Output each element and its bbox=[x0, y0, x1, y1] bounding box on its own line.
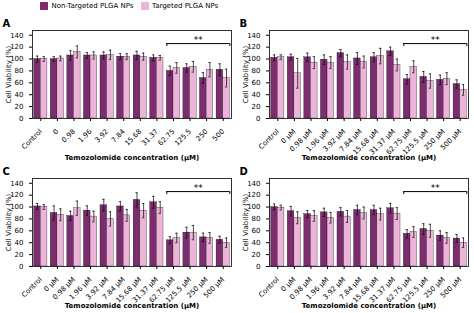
svg-text:1.96 μM: 1.96 μM bbox=[304, 127, 331, 154]
svg-text:120: 120 bbox=[247, 43, 261, 52]
svg-text:31.37 μM: 31.37 μM bbox=[368, 127, 397, 157]
svg-text:**: ** bbox=[431, 183, 441, 193]
svg-text:Temozolomide concentration (μM: Temozolomide concentration (μM) bbox=[65, 154, 200, 162]
svg-text:7.84 μM: 7.84 μM bbox=[338, 275, 364, 302]
svg-text:Cell Viability (%): Cell Viability (%) bbox=[5, 193, 13, 251]
svg-text:100: 100 bbox=[10, 55, 24, 64]
svg-text:1.96: 1.96 bbox=[77, 127, 94, 144]
svg-text:Cell Viability (%): Cell Viability (%) bbox=[242, 193, 250, 251]
svg-text:20: 20 bbox=[15, 103, 24, 111]
svg-text:Control: Control bbox=[257, 276, 281, 300]
svg-text:Temozolomide concentration (μM: Temozolomide concentration (μM) bbox=[302, 154, 437, 162]
svg-text:Control: Control bbox=[20, 276, 44, 300]
svg-text:40: 40 bbox=[15, 91, 24, 99]
svg-text:125.5 μM: 125.5 μM bbox=[401, 127, 430, 157]
svg-text:C: C bbox=[3, 166, 10, 177]
svg-text:1.96 μM: 1.96 μM bbox=[67, 275, 94, 302]
svg-text:D: D bbox=[240, 166, 248, 177]
svg-text:20: 20 bbox=[15, 251, 24, 259]
svg-text:62.75: 62.75 bbox=[157, 128, 177, 148]
svg-text:0.98 μM: 0.98 μM bbox=[51, 275, 77, 302]
svg-text:15.68 μM: 15.68 μM bbox=[351, 127, 381, 157]
svg-text:80: 80 bbox=[252, 67, 261, 75]
svg-text:125.5 μM: 125.5 μM bbox=[164, 275, 193, 305]
svg-text:125.5 μM: 125.5 μM bbox=[401, 275, 430, 305]
svg-text:15.68 μM: 15.68 μM bbox=[114, 275, 144, 305]
svg-text:120: 120 bbox=[10, 191, 24, 200]
svg-text:A: A bbox=[3, 18, 11, 29]
svg-text:250 μM: 250 μM bbox=[422, 127, 447, 152]
svg-text:40: 40 bbox=[252, 91, 261, 99]
svg-text:3.92 μM: 3.92 μM bbox=[321, 275, 348, 302]
svg-text:**: ** bbox=[194, 183, 204, 193]
svg-text:62.75 μM: 62.75 μM bbox=[147, 275, 177, 305]
html-text:Targeted PLGA NPs: Targeted PLGA NPs bbox=[152, 2, 219, 11]
svg-text:80: 80 bbox=[15, 215, 24, 223]
svg-text:0.98 μM: 0.98 μM bbox=[288, 127, 314, 154]
svg-text:Temozolomide concentration (μM: Temozolomide concentration (μM) bbox=[65, 302, 200, 310]
svg-text:**: ** bbox=[431, 35, 441, 45]
svg-text:31.37 μM: 31.37 μM bbox=[368, 275, 397, 305]
svg-text:15.68: 15.68 bbox=[123, 128, 143, 148]
svg-text:0: 0 bbox=[52, 128, 61, 137]
svg-text:140: 140 bbox=[10, 31, 23, 39]
svg-text:0.98: 0.98 bbox=[60, 128, 77, 145]
svg-text:31.37: 31.37 bbox=[140, 128, 160, 148]
svg-text:250 μM: 250 μM bbox=[422, 275, 447, 300]
svg-text:20: 20 bbox=[252, 251, 261, 259]
svg-text:125.5: 125.5 bbox=[173, 128, 193, 148]
svg-text:20: 20 bbox=[252, 103, 261, 111]
svg-text:0 μM: 0 μM bbox=[279, 127, 298, 146]
svg-text:40: 40 bbox=[252, 239, 261, 247]
svg-text:0: 0 bbox=[256, 263, 260, 271]
svg-text:120: 120 bbox=[10, 43, 24, 52]
svg-text:B: B bbox=[240, 18, 248, 29]
svg-text:Control: Control bbox=[20, 128, 44, 152]
svg-text:15.68 μM: 15.68 μM bbox=[351, 275, 381, 305]
svg-text:7.84 μM: 7.84 μM bbox=[101, 275, 127, 302]
svg-text:60: 60 bbox=[15, 79, 24, 87]
svg-text:100: 100 bbox=[247, 203, 261, 212]
svg-text:7.84: 7.84 bbox=[110, 127, 127, 145]
svg-text:140: 140 bbox=[247, 31, 260, 39]
svg-text:250: 250 bbox=[195, 128, 210, 143]
svg-text:40: 40 bbox=[15, 239, 24, 247]
svg-text:1.96 μM: 1.96 μM bbox=[304, 275, 331, 302]
svg-text:31.37 μM: 31.37 μM bbox=[131, 275, 160, 305]
svg-text:140: 140 bbox=[10, 179, 23, 187]
svg-text:0 μM: 0 μM bbox=[42, 275, 61, 294]
svg-text:Temozolomide concentration (μM: Temozolomide concentration (μM) bbox=[302, 302, 437, 310]
svg-text:0: 0 bbox=[256, 115, 260, 123]
svg-text:0: 0 bbox=[19, 263, 23, 271]
svg-text:500 μM: 500 μM bbox=[202, 276, 226, 300]
svg-text:62.75 μM: 62.75 μM bbox=[384, 127, 414, 157]
svg-text:60: 60 bbox=[15, 227, 24, 235]
svg-text:**: ** bbox=[194, 35, 204, 45]
svg-text:0: 0 bbox=[19, 115, 23, 123]
svg-text:3.92 μM: 3.92 μM bbox=[84, 275, 111, 302]
svg-text:500: 500 bbox=[211, 128, 226, 143]
html-text:Non-Targeted PLGA NPs: Non-Targeted PLGA NPs bbox=[51, 2, 134, 11]
svg-text:62.75 μM: 62.75 μM bbox=[384, 275, 414, 305]
svg-text:60: 60 bbox=[252, 227, 261, 235]
svg-text:3.92: 3.92 bbox=[93, 128, 110, 145]
svg-text:0.98 μM: 0.98 μM bbox=[288, 275, 314, 302]
svg-text:60: 60 bbox=[252, 79, 261, 87]
svg-text:7.84 μM: 7.84 μM bbox=[338, 127, 364, 154]
svg-text:80: 80 bbox=[252, 215, 261, 223]
svg-text:120: 120 bbox=[247, 191, 261, 200]
svg-text:250 μM: 250 μM bbox=[185, 275, 210, 300]
svg-text:100: 100 bbox=[247, 55, 261, 64]
svg-text:3.92 μM: 3.92 μM bbox=[321, 127, 348, 154]
svg-text:500 μM: 500 μM bbox=[439, 128, 463, 152]
svg-text:140: 140 bbox=[247, 179, 260, 187]
svg-text:Cell Viability (%): Cell Viability (%) bbox=[242, 45, 250, 103]
svg-text:500 μM: 500 μM bbox=[439, 276, 463, 300]
svg-text:Cell Viability (%): Cell Viability (%) bbox=[5, 45, 13, 103]
svg-text:100: 100 bbox=[10, 203, 24, 212]
svg-text:80: 80 bbox=[15, 67, 24, 75]
svg-text:Control: Control bbox=[257, 128, 281, 152]
svg-text:0 μM: 0 μM bbox=[279, 275, 298, 294]
